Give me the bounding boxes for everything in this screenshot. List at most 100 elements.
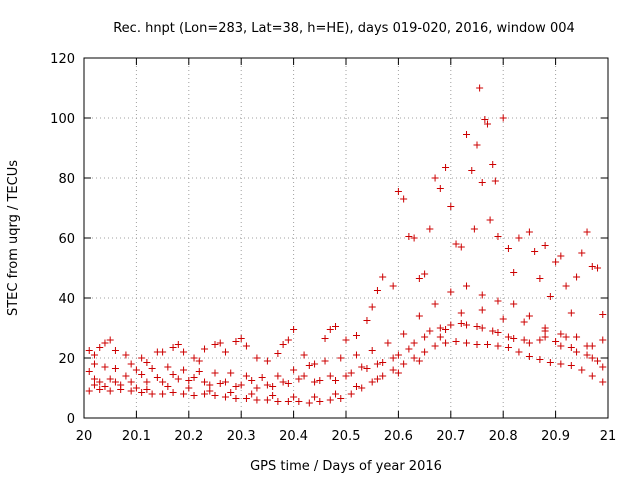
data-point: [546, 359, 554, 366]
data-point: [138, 354, 146, 362]
data-point: [536, 275, 544, 282]
data-point: [567, 362, 575, 369]
data-point: [153, 374, 161, 381]
data-point: [557, 330, 565, 338]
data-point: [562, 282, 570, 290]
data-point: [583, 228, 591, 236]
data-point: [573, 333, 581, 341]
data-point: [494, 297, 502, 305]
data-point: [321, 335, 329, 342]
data-point: [201, 345, 209, 353]
data-point: [90, 360, 98, 368]
data-point: [384, 339, 392, 347]
data-point: [494, 329, 502, 336]
data-point: [405, 233, 413, 240]
data-point: [426, 327, 434, 335]
data-point: [169, 371, 177, 378]
data-point: [253, 354, 261, 362]
data-point: [463, 339, 471, 347]
data-point: [483, 120, 491, 128]
data-point: [436, 185, 444, 192]
y-tick-label: 20: [58, 352, 75, 367]
data-point: [127, 378, 135, 386]
data-point: [337, 354, 345, 362]
data-point: [442, 164, 450, 171]
data-point: [96, 386, 104, 393]
data-point: [415, 357, 423, 365]
data-point: [211, 369, 219, 377]
data-point: [279, 341, 287, 348]
data-point: [221, 378, 229, 386]
data-point: [478, 324, 486, 332]
data-point: [279, 378, 287, 386]
data-point: [478, 306, 486, 314]
data-point: [117, 381, 125, 389]
data-point: [583, 351, 591, 359]
data-point: [421, 348, 429, 356]
data-point: [101, 383, 109, 390]
data-point: [311, 378, 319, 386]
data-point: [90, 351, 98, 359]
data-point: [290, 393, 298, 401]
data-point: [274, 398, 282, 405]
data-point: [111, 378, 119, 386]
data-point: [478, 291, 486, 299]
data-point: [536, 336, 544, 344]
data-point: [106, 375, 114, 383]
data-point: [174, 341, 182, 348]
data-point: [494, 342, 502, 350]
data-point: [368, 347, 376, 354]
data-point: [164, 383, 172, 390]
data-point: [295, 375, 303, 383]
data-point: [122, 351, 130, 359]
data-point: [520, 318, 528, 326]
data-point: [269, 392, 277, 399]
data-point: [185, 377, 193, 384]
data-point: [337, 395, 345, 402]
data-point: [541, 242, 549, 249]
x-axis-label: GPS time / Days of year 2016: [250, 459, 442, 474]
data-point: [486, 216, 494, 224]
data-point: [463, 282, 471, 290]
data-point: [410, 234, 418, 242]
data-point: [421, 333, 429, 341]
data-point: [552, 338, 560, 345]
data-point: [269, 383, 277, 390]
data-point: [452, 338, 460, 345]
data-point: [352, 351, 360, 359]
data-point: [180, 390, 188, 398]
data-point: [400, 195, 408, 203]
data-point: [316, 398, 324, 405]
data-point: [557, 342, 565, 350]
data-point: [195, 368, 203, 375]
data-point: [201, 390, 209, 398]
data-point: [237, 381, 245, 389]
data-point: [127, 387, 135, 395]
data-point: [525, 312, 533, 320]
data-point: [274, 372, 282, 380]
data-point: [373, 375, 381, 383]
data-point: [567, 344, 575, 351]
data-point: [447, 203, 455, 210]
x-tick-label: 20.3: [227, 429, 256, 444]
data-point: [525, 339, 533, 347]
data-point: [358, 384, 366, 392]
data-point: [332, 390, 340, 398]
data-point: [106, 387, 114, 395]
data-point: [352, 332, 360, 339]
chart-title: Rec. hnpt (Lon=283, Lat=38, h=HE), days …: [113, 21, 575, 36]
data-point: [159, 348, 167, 356]
data-point: [368, 378, 376, 386]
data-point: [132, 366, 140, 374]
data-point: [473, 323, 481, 330]
data-point: [525, 228, 533, 236]
data-point: [300, 372, 308, 380]
data-point: [436, 333, 444, 341]
data-point: [525, 353, 533, 360]
data-point: [578, 366, 586, 374]
data-point: [410, 354, 418, 362]
data-point: [363, 317, 371, 324]
data-point: [248, 390, 256, 398]
data-point: [185, 384, 193, 392]
data-point: [463, 321, 471, 329]
